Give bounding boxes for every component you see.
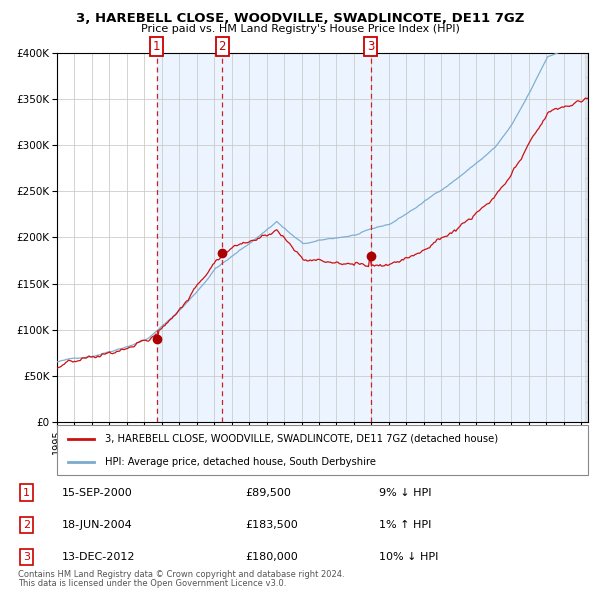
Text: 2: 2	[23, 520, 30, 530]
FancyBboxPatch shape	[57, 425, 588, 475]
Text: 1: 1	[23, 487, 30, 497]
Text: 3: 3	[23, 552, 30, 562]
Text: Price paid vs. HM Land Registry's House Price Index (HPI): Price paid vs. HM Land Registry's House …	[140, 24, 460, 34]
Text: 13-DEC-2012: 13-DEC-2012	[61, 552, 135, 562]
Text: 9% ↓ HPI: 9% ↓ HPI	[379, 487, 431, 497]
Text: £89,500: £89,500	[245, 487, 290, 497]
Bar	[157, 53, 588, 422]
Text: 18-JUN-2004: 18-JUN-2004	[61, 520, 132, 530]
Text: 3, HAREBELL CLOSE, WOODVILLE, SWADLINCOTE, DE11 7GZ (detached house): 3, HAREBELL CLOSE, WOODVILLE, SWADLINCOT…	[105, 434, 498, 444]
Text: Contains HM Land Registry data © Crown copyright and database right 2024.: Contains HM Land Registry data © Crown c…	[18, 571, 344, 579]
Text: £180,000: £180,000	[245, 552, 298, 562]
Text: HPI: Average price, detached house, South Derbyshire: HPI: Average price, detached house, Sout…	[105, 457, 376, 467]
Text: 3, HAREBELL CLOSE, WOODVILLE, SWADLINCOTE, DE11 7GZ: 3, HAREBELL CLOSE, WOODVILLE, SWADLINCOT…	[76, 12, 524, 25]
Text: 3: 3	[367, 40, 374, 53]
Text: 15-SEP-2000: 15-SEP-2000	[61, 487, 132, 497]
Text: 1% ↑ HPI: 1% ↑ HPI	[379, 520, 431, 530]
Text: 2: 2	[218, 40, 226, 53]
Text: 1: 1	[153, 40, 160, 53]
Text: £183,500: £183,500	[245, 520, 298, 530]
Text: This data is licensed under the Open Government Licence v3.0.: This data is licensed under the Open Gov…	[18, 579, 286, 588]
Text: 10% ↓ HPI: 10% ↓ HPI	[379, 552, 438, 562]
